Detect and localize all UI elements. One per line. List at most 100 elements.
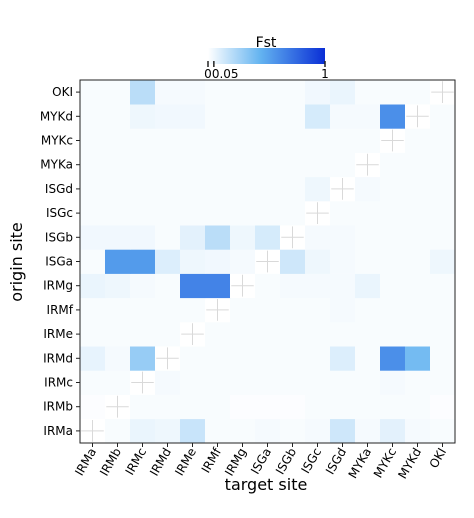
heatmap-cell	[305, 80, 331, 105]
heatmap-cell	[105, 80, 131, 105]
heatmap-cell	[430, 418, 456, 444]
heatmap-cell	[255, 80, 281, 105]
heatmap-cell	[430, 273, 456, 299]
colorbar-gradient	[208, 48, 325, 64]
heatmap-cell	[155, 201, 181, 226]
heatmap-cell	[205, 176, 231, 202]
heatmap-cell	[230, 370, 256, 395]
heatmap-cell	[430, 297, 456, 323]
heatmap-cell	[305, 370, 331, 395]
heatmap-cell	[405, 201, 431, 226]
y-tick-label: IRMg	[43, 279, 73, 293]
y-tick-label: ISGa	[45, 255, 73, 269]
heatmap-cell	[330, 297, 356, 323]
heatmap-cell	[330, 201, 356, 226]
x-tick-label: MYKd	[395, 446, 424, 482]
heatmap-cell	[130, 297, 156, 323]
heatmap-cell	[180, 273, 206, 299]
heatmap-cell	[105, 370, 131, 395]
heatmap-cell	[180, 128, 206, 153]
heatmap-cell	[230, 418, 256, 444]
heatmap-cell	[355, 176, 381, 202]
colorbar-tick-label: 0	[204, 67, 212, 81]
heatmap-cell	[155, 128, 181, 153]
x-axis-label: target site	[225, 475, 308, 494]
heatmap-cell	[380, 152, 406, 178]
diagonal-cross-marker	[206, 299, 229, 321]
heatmap-cell	[205, 346, 231, 371]
heatmap-cell	[355, 80, 381, 105]
heatmap-cell	[405, 346, 431, 371]
heatmap-cell	[255, 273, 281, 299]
heatmap-cell	[80, 176, 106, 202]
heatmap-cell	[405, 273, 431, 299]
heatmap-cell	[330, 273, 356, 299]
heatmap-cell	[380, 273, 406, 299]
heatmap-cell	[105, 273, 131, 299]
x-tick-label: IRMf	[199, 445, 225, 476]
heatmap-cell	[430, 176, 456, 202]
heatmap-cell	[130, 80, 156, 105]
heatmap-cell	[280, 394, 306, 420]
heatmap-cell	[355, 273, 381, 299]
colorbar-tick-label: 1	[321, 67, 329, 81]
x-tick-label: MYKc	[371, 446, 399, 481]
heatmap-cell	[230, 128, 256, 153]
heatmap-cell	[255, 176, 281, 202]
heatmap-cell	[180, 225, 206, 250]
heatmap-cell	[380, 176, 406, 202]
x-tick-label: IRMe	[172, 446, 199, 479]
heatmap-cell	[380, 104, 406, 129]
heatmap-cell	[305, 346, 331, 371]
heatmap-cell	[155, 394, 181, 420]
heatmap-cell	[255, 346, 281, 371]
heatmap-cell	[280, 201, 306, 226]
heatmap-cell	[80, 394, 106, 420]
heatmap-cell	[355, 249, 381, 274]
x-tick-label: ISGb	[273, 446, 299, 477]
heatmap-cell	[105, 201, 131, 226]
heatmap-cell	[305, 394, 331, 420]
heatmap-cell	[230, 225, 256, 250]
heatmap-cell	[205, 225, 231, 250]
heatmap-cell	[380, 370, 406, 395]
heatmap-cell	[130, 176, 156, 202]
heatmap-cell	[405, 394, 431, 420]
diagonal-cross-marker	[81, 420, 104, 442]
heatmap-cell	[205, 418, 231, 444]
colorbar-title: Fst	[256, 35, 277, 51]
colorbar-tick-label: 0.05	[212, 67, 239, 81]
heatmap-cells	[80, 80, 456, 444]
heatmap-cell	[280, 322, 306, 347]
heatmap-cell	[180, 418, 206, 444]
heatmap-cell	[80, 297, 106, 323]
heatmap-cell	[305, 104, 331, 129]
heatmap-cell	[430, 346, 456, 371]
heatmap-cell	[80, 128, 106, 153]
heatmap-cell	[155, 225, 181, 250]
heatmap-cell	[330, 418, 356, 444]
heatmap-cell	[280, 370, 306, 395]
heatmap-cell	[405, 176, 431, 202]
heatmap-cell	[155, 176, 181, 202]
heatmap-cell	[380, 80, 406, 105]
heatmap-cell	[330, 370, 356, 395]
heatmap-cell	[130, 249, 156, 274]
y-tick-label: ISGd	[45, 182, 73, 196]
heatmap-cell	[305, 273, 331, 299]
x-tick-label: IRMa	[72, 446, 99, 479]
heatmap-cell	[230, 394, 256, 420]
heatmap-cell	[180, 370, 206, 395]
heatmap-cell	[430, 225, 456, 250]
diagonal-cross-marker	[256, 250, 279, 273]
heatmap-cell	[280, 273, 306, 299]
heatmap-cell	[155, 370, 181, 395]
heatmap-cell	[380, 418, 406, 444]
heatmap-cell	[330, 80, 356, 105]
heatmap-cell	[230, 346, 256, 371]
heatmap-cell	[80, 104, 106, 129]
heatmap-cell	[205, 128, 231, 153]
heatmap-cell	[255, 225, 281, 250]
heatmap-cell	[355, 346, 381, 371]
heatmap-cell	[155, 418, 181, 444]
